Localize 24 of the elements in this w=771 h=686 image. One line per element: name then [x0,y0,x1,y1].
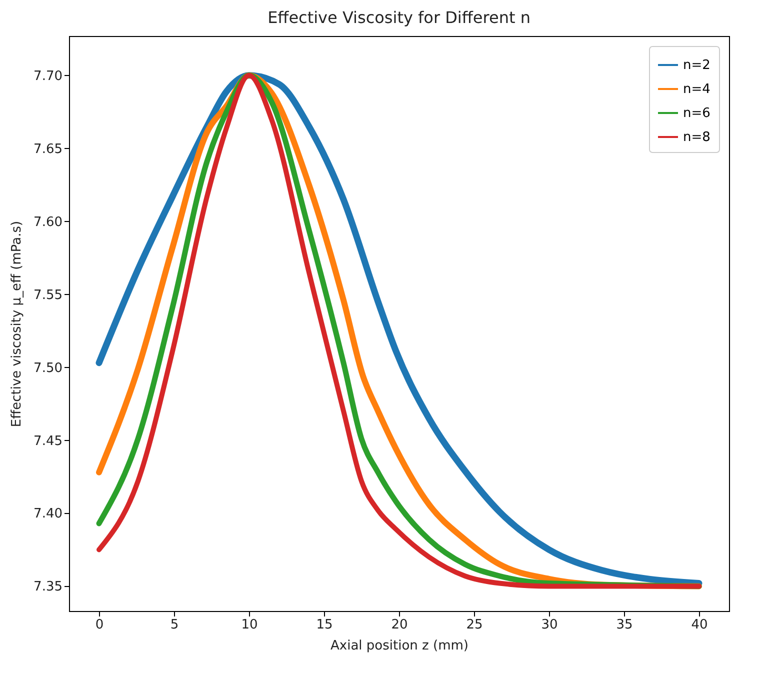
y-tick-label: 7.60 [34,214,62,230]
y-tick-label: 7.65 [34,142,62,157]
x-tick-label: 25 [466,618,483,632]
y-tick-label: 7.35 [34,580,62,595]
x-tick-label: 10 [241,618,258,632]
x-axis-title: Axial position z (mm) [330,638,468,654]
y-tick-label: 7.40 [34,506,62,522]
chart-title: Effective Viscosity for Different n [268,8,530,27]
y-tick-label: 7.50 [34,360,62,376]
y-tick-label: 7.45 [34,434,62,449]
legend-label: n=8 [683,130,710,145]
y-axis-title: Effective viscosity μ_eff (mPa.s) [10,220,25,428]
y-tick-label: 7.70 [34,68,62,84]
x-tick-label: 0 [95,618,104,632]
y-tick-label: 7.55 [34,288,62,303]
x-tick-label: 35 [616,618,633,632]
legend-label: n=2 [683,58,710,73]
legend-label: n=4 [683,82,710,97]
x-tick-label: 40 [691,618,708,632]
legend-label: n=6 [683,106,710,121]
x-tick-label: 15 [316,618,333,632]
x-tick-label: 30 [541,618,558,632]
x-tick-label: 20 [391,618,408,632]
x-tick-label: 5 [170,618,179,632]
